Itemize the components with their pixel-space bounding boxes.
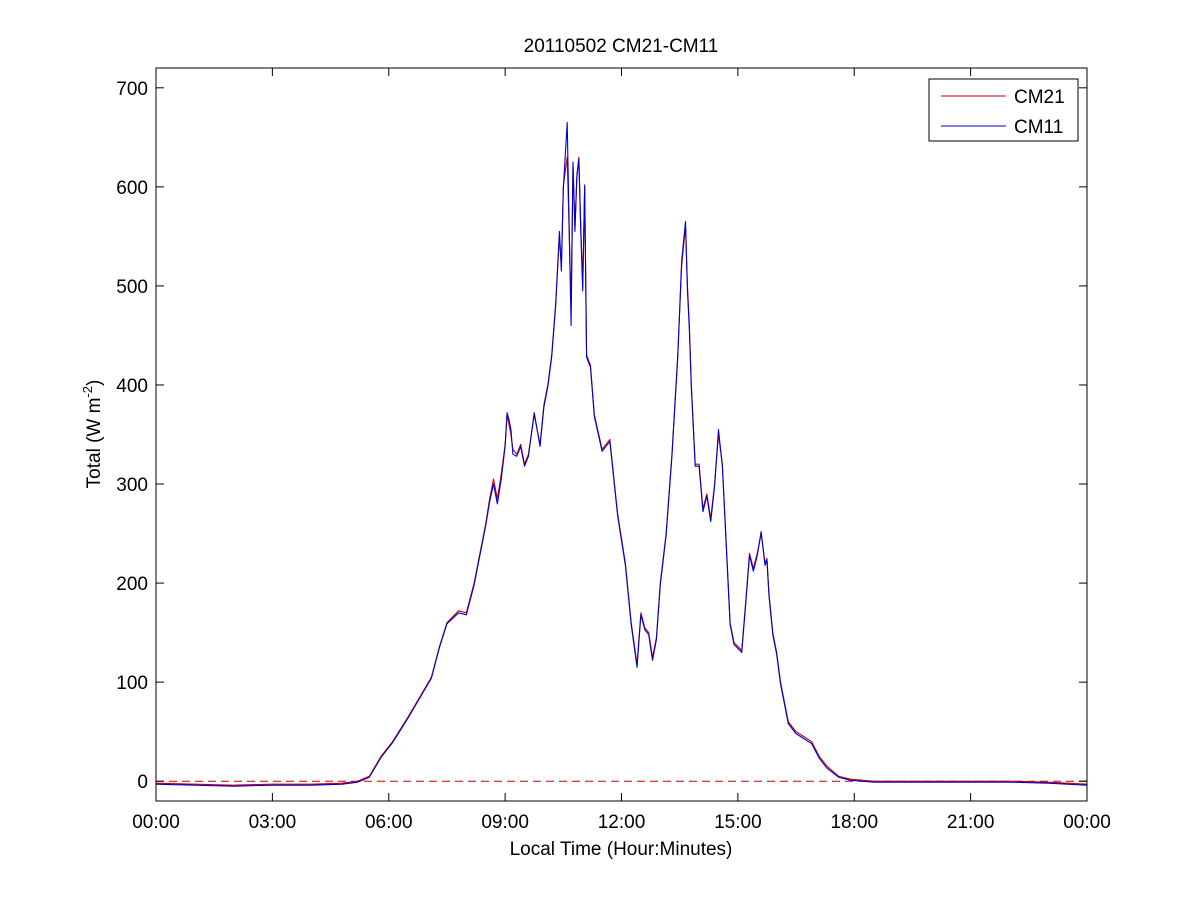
- y-axis-label: Total (W m-2): [80, 380, 105, 489]
- legend: CM21 CM11: [928, 78, 1079, 142]
- chart-title: 20110502 CM21-CM11: [524, 36, 719, 57]
- series-layer: [155, 121, 1088, 787]
- y-tick-label: 0: [137, 772, 148, 793]
- x-tick-label: 15:00: [714, 812, 762, 833]
- y-tick-label: 200: [116, 574, 148, 595]
- legend-label-cm21: CM21: [1014, 87, 1065, 108]
- y-tick-label: 300: [116, 475, 148, 496]
- x-axis-label: Local Time (Hour:Minutes): [510, 839, 733, 860]
- x-tick-label: 00:00: [1063, 812, 1111, 833]
- y-tick-label: 400: [116, 376, 148, 397]
- x-tick-label: 03:00: [249, 812, 297, 833]
- plot-area: 00:00 03:00 06:00 09:00 12:00 15:00 18:00 21:00…: [116, 67, 1111, 833]
- y-tick-label: 600: [116, 178, 148, 199]
- x-tick-label: 00:00: [132, 812, 180, 833]
- x-axis: 00:00 03:00 06:00 09:00 12:00 15:00 18:00 21:00…: [132, 68, 1111, 833]
- y-axis-label-close: ): [84, 380, 105, 386]
- y-tick-label: 700: [116, 79, 148, 100]
- y-axis-label-superscript: -2: [80, 386, 95, 398]
- y-tick-label: 500: [116, 277, 148, 298]
- series-line-cm11: [155, 121, 1088, 787]
- y-axis: 0 100 200 300 400 500 600 700: [116, 79, 1087, 793]
- y-axis-label-main: Total (W m: [84, 398, 105, 489]
- legend-box: [928, 78, 1079, 142]
- y-tick-label: 100: [116, 673, 148, 694]
- x-tick-label: 12:00: [598, 812, 646, 833]
- legend-label-cm11: CM11: [1014, 117, 1063, 138]
- x-tick-label: 18:00: [830, 812, 878, 833]
- x-tick-label: 06:00: [365, 812, 413, 833]
- x-tick-label: 21:00: [947, 812, 995, 833]
- x-tick-label: 09:00: [481, 812, 529, 833]
